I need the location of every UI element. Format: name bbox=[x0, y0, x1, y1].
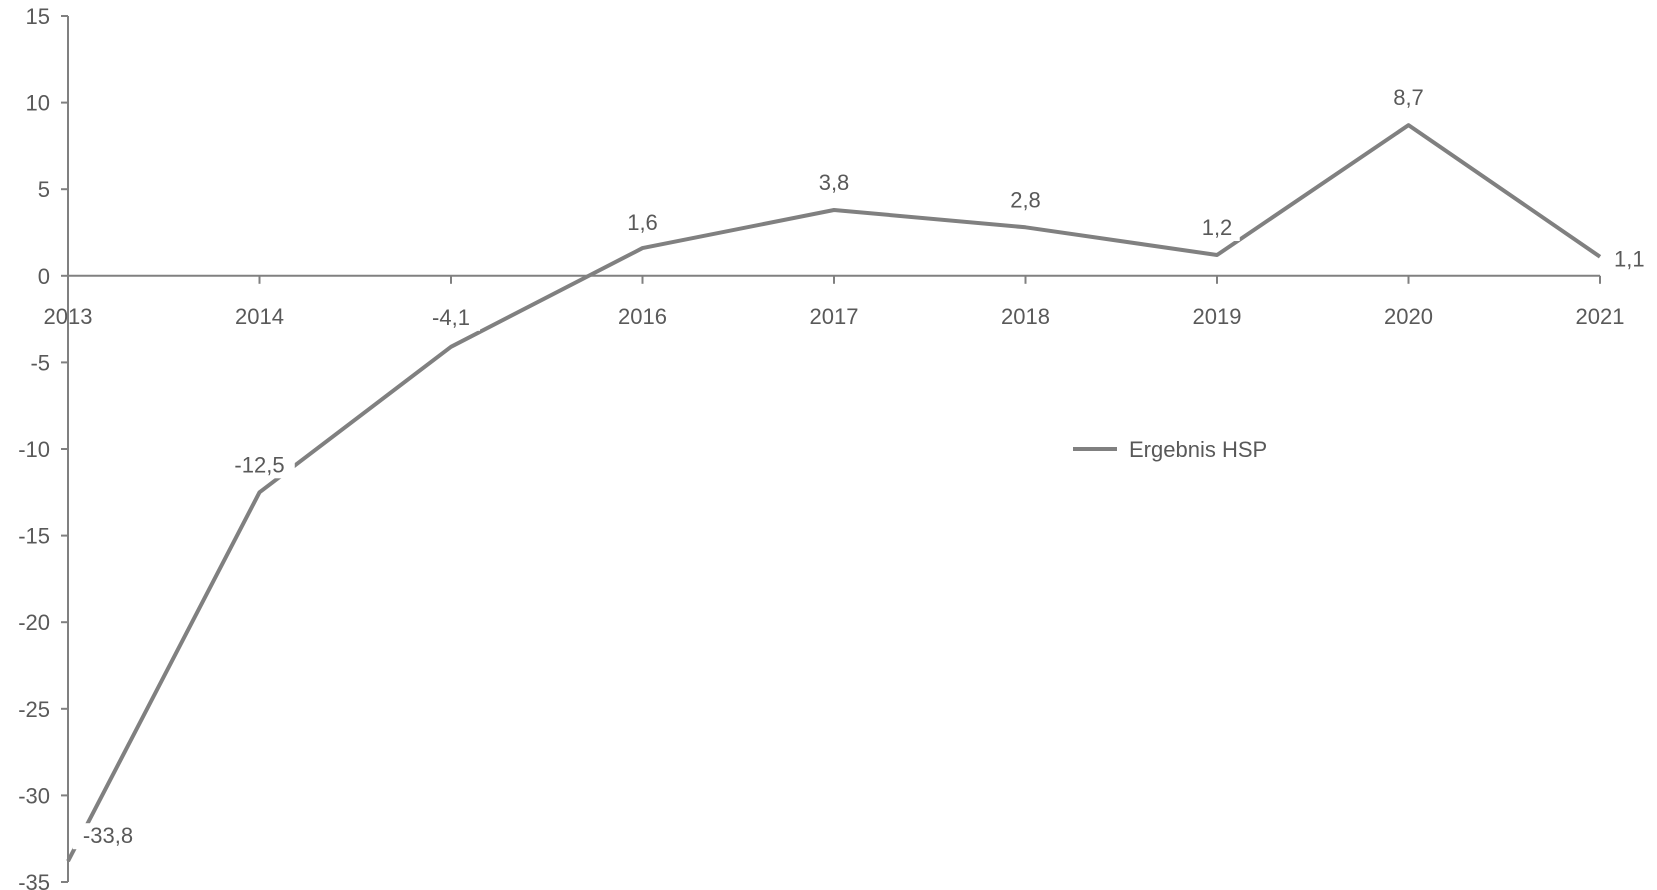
x-tick-label: 2013 bbox=[44, 304, 93, 329]
y-tick-label: 15 bbox=[26, 4, 50, 29]
data-label: 1,1 bbox=[1614, 247, 1645, 272]
x-tick-label: 2021 bbox=[1576, 304, 1625, 329]
x-axis: 2013 2014 2016 2017 2018 2019 2020 2021 bbox=[44, 274, 1625, 329]
y-tick-label: -30 bbox=[18, 783, 50, 808]
y-tick-label: 0 bbox=[38, 264, 50, 289]
y-tick-label: -25 bbox=[18, 697, 50, 722]
data-label: -12,5 bbox=[234, 452, 284, 477]
data-label: 1,6 bbox=[627, 210, 658, 235]
data-label-bg bbox=[811, 169, 857, 196]
data-label-bg bbox=[1610, 246, 1656, 273]
x-tick-label: 2019 bbox=[1193, 304, 1242, 329]
data-label: 3,8 bbox=[819, 170, 850, 195]
data-label-bg bbox=[224, 452, 295, 479]
data-label-bg bbox=[619, 210, 666, 237]
x-tick-label: 2018 bbox=[1001, 304, 1050, 329]
data-labels: -33,8 -12,5 -4,1 1,6 3,8 2,8 1,2 8,7 1,1 bbox=[72, 85, 1656, 850]
data-label: 1,2 bbox=[1202, 215, 1233, 240]
y-tick-label: 5 bbox=[38, 177, 50, 202]
data-label-bg bbox=[422, 304, 480, 331]
series-line bbox=[66, 123, 1602, 863]
x-tick-label: 2014 bbox=[235, 304, 284, 329]
data-label-bg bbox=[1194, 215, 1240, 242]
data-label: -4,1 bbox=[432, 305, 470, 330]
y-tick-label: -5 bbox=[30, 350, 50, 375]
y-tick-label: -15 bbox=[18, 524, 50, 549]
y-axis: 15 10 5 0 -5 -10 -15 -20 -25 -30 -35 bbox=[18, 4, 69, 890]
y-tick-label: 10 bbox=[26, 91, 50, 116]
series-ergebnis-hsp bbox=[66, 123, 1602, 863]
data-label: -33,8 bbox=[83, 823, 133, 848]
y-tick-label: -35 bbox=[18, 870, 50, 890]
x-tick-label: 2017 bbox=[810, 304, 859, 329]
y-tick-label: -10 bbox=[18, 437, 50, 462]
data-label-bg bbox=[72, 823, 144, 850]
y-tick-label: -20 bbox=[18, 610, 50, 635]
legend-label: Ergebnis HSP bbox=[1129, 437, 1267, 462]
data-label: 8,7 bbox=[1393, 85, 1424, 110]
legend: Ergebnis HSP bbox=[1073, 437, 1267, 462]
data-label-bg bbox=[1002, 187, 1049, 214]
x-tick-label: 2016 bbox=[618, 304, 667, 329]
data-label: 2,8 bbox=[1010, 187, 1041, 212]
x-tick-label: 2020 bbox=[1384, 304, 1433, 329]
data-label-bg bbox=[1385, 85, 1432, 112]
